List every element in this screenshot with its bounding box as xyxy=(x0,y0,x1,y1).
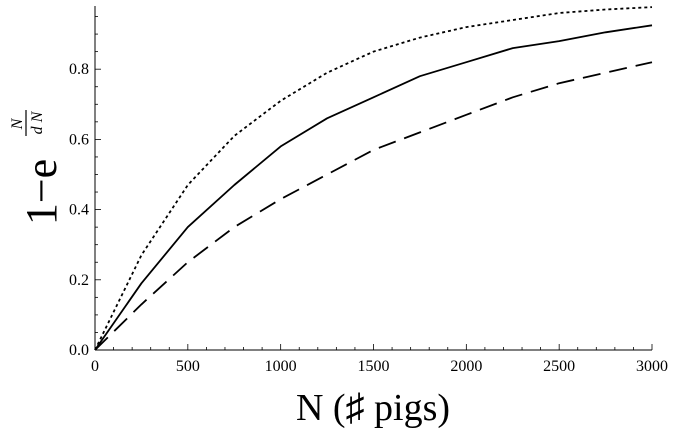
y-axis-title-exp-denominator: d N xyxy=(29,110,46,134)
x-tick-label: 2500 xyxy=(543,358,575,375)
x-axis-title: N (♯ pigs) xyxy=(296,387,450,429)
series-line-dashed xyxy=(94,61,653,351)
y-axis-title-prefix: 1−e xyxy=(17,159,66,225)
x-tick-label: 0 xyxy=(91,358,99,375)
x-tick-label: 500 xyxy=(176,358,200,375)
y-tick-label: 0.4 xyxy=(69,202,89,219)
x-tick-label: 1500 xyxy=(358,358,390,375)
y-tick-label: 0.0 xyxy=(69,342,89,359)
x-tick-label: 3000 xyxy=(636,358,668,375)
x-tick-label: 1000 xyxy=(265,358,297,375)
series-line-solid xyxy=(94,24,653,351)
axes xyxy=(94,6,652,351)
x-tick-label: 2000 xyxy=(450,358,482,375)
series-layer xyxy=(94,6,653,351)
y-tick-label: 0.6 xyxy=(69,131,89,148)
y-tick-label: 0.2 xyxy=(69,272,89,289)
y-axis-title: 1−e N d N xyxy=(9,110,66,225)
y-tick-label: 0.8 xyxy=(69,61,89,78)
series-line-dotted xyxy=(94,6,653,351)
y-axis-title-exp-numerator: N xyxy=(9,117,26,130)
svg-text:1−e: 1−e xyxy=(17,159,66,225)
ticks: 0 500 1000 1500 2000 2500 3000 0.0 0.2 0.4 0.6 0.8 xyxy=(69,16,668,375)
